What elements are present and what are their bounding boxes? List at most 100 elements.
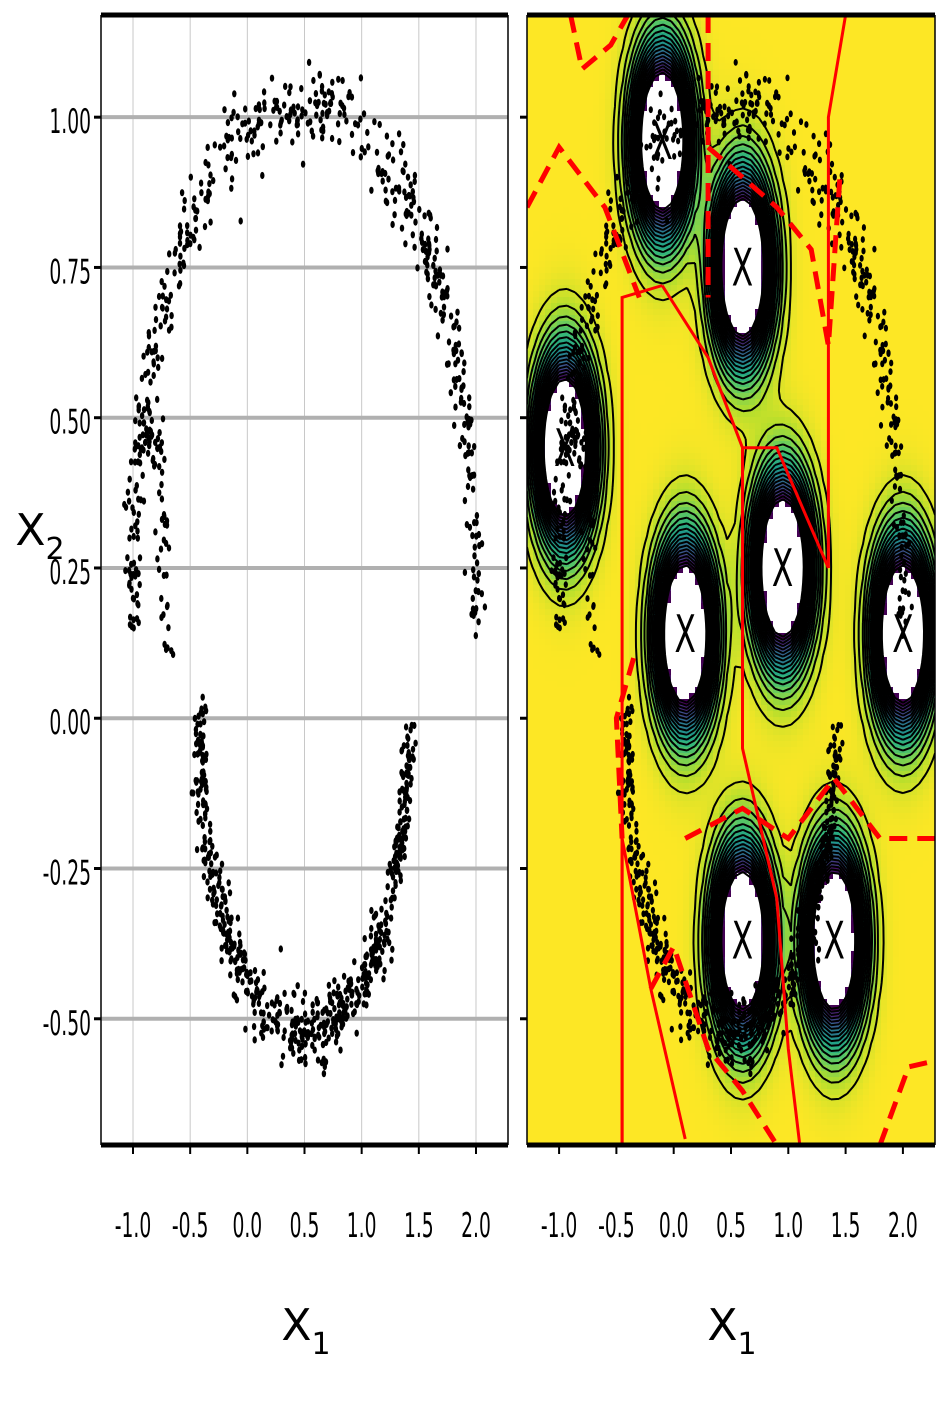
heat-cell xyxy=(881,261,888,268)
heat-cell xyxy=(527,183,534,190)
heat-cell xyxy=(875,183,882,190)
heat-cell xyxy=(923,225,930,232)
heat-cell xyxy=(551,21,558,28)
data-point xyxy=(220,886,224,893)
heat-cell xyxy=(737,219,744,226)
heat-cell xyxy=(563,297,570,304)
heat-cell xyxy=(815,21,822,28)
heat-cell xyxy=(887,33,894,40)
heat-cell xyxy=(881,63,888,70)
heat-cell xyxy=(851,33,858,40)
heat-cell xyxy=(875,45,882,52)
heat-cell xyxy=(887,279,894,286)
heat-cell xyxy=(575,111,582,118)
heat-cell xyxy=(917,99,924,106)
heat-cell xyxy=(749,303,756,310)
heat-cell xyxy=(899,321,906,328)
heat-cell xyxy=(653,195,660,202)
heat-cell xyxy=(803,225,810,232)
heat-cell xyxy=(851,63,858,70)
heat-cell xyxy=(563,219,570,226)
heat-cell xyxy=(545,27,552,34)
heat-cell xyxy=(599,147,606,154)
heat-cell xyxy=(599,309,606,316)
heat-cell xyxy=(659,327,666,334)
data-point xyxy=(395,835,399,842)
heat-cell xyxy=(857,141,864,148)
heat-cell xyxy=(857,87,864,94)
heat-cell xyxy=(533,159,540,166)
heat-cell xyxy=(797,141,804,148)
heat-cell xyxy=(755,33,762,40)
heat-cell xyxy=(863,75,870,82)
heat-cell xyxy=(845,219,852,226)
heat-cell xyxy=(797,135,804,142)
heat-cell xyxy=(875,177,882,184)
heat-cell xyxy=(839,309,846,316)
heat-cell xyxy=(917,63,924,70)
data-point xyxy=(409,181,413,188)
data-point xyxy=(399,836,403,843)
heat-cell xyxy=(911,267,918,274)
heat-cell xyxy=(605,321,612,328)
heat-cell xyxy=(605,165,612,172)
data-point xyxy=(394,842,398,849)
heat-cell xyxy=(869,129,876,136)
heat-cell xyxy=(581,27,588,34)
data-point xyxy=(219,901,223,908)
heat-cell xyxy=(911,273,918,280)
heat-cell xyxy=(893,267,900,274)
heat-cell xyxy=(563,255,570,262)
data-point xyxy=(327,982,331,989)
heat-cell xyxy=(791,333,798,340)
heat-cell xyxy=(881,51,888,58)
heat-cell xyxy=(887,321,894,328)
data-point xyxy=(300,1016,304,1023)
heat-cell xyxy=(539,57,546,64)
heat-cell xyxy=(725,243,732,250)
heat-cell xyxy=(857,153,864,160)
heat-cell xyxy=(749,63,756,70)
heat-cell xyxy=(833,21,840,28)
data-point xyxy=(403,853,407,860)
heat-cell xyxy=(575,255,582,262)
heat-cell xyxy=(773,63,780,70)
heat-cell xyxy=(803,27,810,34)
data-point xyxy=(382,967,386,974)
heat-cell xyxy=(533,201,540,208)
data-point xyxy=(472,443,476,450)
heat-cell xyxy=(899,159,906,166)
heat-cell xyxy=(911,195,918,202)
heat-cell xyxy=(569,183,576,190)
heat-cell xyxy=(731,219,738,226)
heat-cell xyxy=(749,219,756,226)
heat-cell xyxy=(785,63,792,70)
data-point xyxy=(136,601,140,608)
heat-cell xyxy=(545,249,552,256)
heat-cell xyxy=(917,207,924,214)
heat-cell xyxy=(869,123,876,130)
heat-cell xyxy=(593,123,600,130)
heat-cell xyxy=(905,339,912,346)
heat-cell xyxy=(821,225,828,232)
heat-cell xyxy=(863,93,870,100)
data-point xyxy=(285,1004,289,1011)
heat-cell xyxy=(737,303,744,310)
heat-cell xyxy=(551,231,558,238)
heat-cell xyxy=(899,153,906,160)
data-point xyxy=(154,316,158,323)
data-point xyxy=(394,185,398,192)
heat-cell xyxy=(923,141,930,148)
heat-cell xyxy=(725,237,732,244)
heat-cell xyxy=(665,339,672,346)
heat-cell xyxy=(803,105,810,112)
heat-cell xyxy=(551,63,558,70)
heat-cell xyxy=(557,195,564,202)
heat-cell xyxy=(893,285,900,292)
heat-cell xyxy=(533,249,540,256)
scatter-y-axis-label-sub: 2 xyxy=(46,532,65,567)
heat-cell xyxy=(905,243,912,250)
heat-cell xyxy=(539,273,546,280)
data-point xyxy=(178,267,182,274)
heat-cell xyxy=(587,243,594,250)
